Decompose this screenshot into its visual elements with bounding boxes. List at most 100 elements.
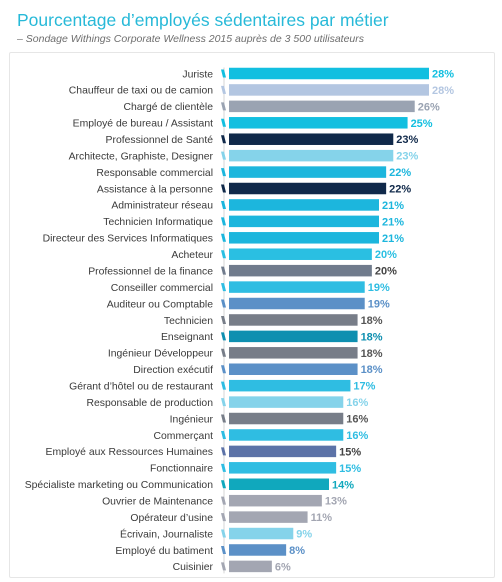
category-label: Ingénieur — [170, 414, 214, 425]
bar — [229, 429, 344, 441]
bar-marker — [221, 332, 226, 341]
category-label: Technicien Informatique — [103, 217, 213, 228]
category-label: Spécialiste marketing ou Communication — [25, 480, 213, 491]
category-label: Opérateur d’usine — [130, 513, 213, 524]
category-label: Professionnel de la finance — [88, 266, 213, 277]
category-label: Ingénieur Développeur — [108, 349, 214, 360]
category-label: Direction exécutif — [133, 365, 213, 376]
bar-marker — [221, 85, 226, 94]
bar — [229, 264, 372, 277]
bar-marker — [221, 513, 226, 522]
value-label: 11% — [311, 512, 333, 524]
value-label: 18% — [361, 364, 383, 376]
bar — [229, 297, 365, 310]
value-label: 20% — [375, 266, 397, 278]
bar-marker — [221, 299, 226, 308]
bar — [229, 544, 287, 556]
bar — [229, 133, 394, 145]
chart-subtitle: – Sondage Withings Corporate Wellness 20… — [17, 33, 365, 45]
value-label: 6% — [275, 561, 291, 573]
bar-marker — [221, 562, 226, 571]
bar — [229, 166, 387, 178]
bar-marker — [221, 414, 226, 423]
bar-marker — [221, 200, 226, 209]
bar — [229, 560, 272, 573]
category-label: Fonctionnaire — [150, 464, 213, 475]
value-label: 26% — [418, 101, 440, 113]
value-label: 22% — [389, 184, 411, 196]
bar — [229, 494, 322, 507]
category-label: Directeur des Services Informatiques — [43, 234, 213, 245]
value-label: 18% — [361, 331, 383, 343]
bar — [229, 462, 337, 474]
value-label: 15% — [339, 463, 361, 475]
category-label: Responsable commercial — [96, 168, 213, 179]
bar-marker — [221, 365, 226, 374]
bar-marker — [221, 398, 226, 407]
value-label: 16% — [346, 430, 368, 442]
value-label: 14% — [332, 479, 354, 491]
value-label: 17% — [353, 381, 375, 393]
value-label: 22% — [389, 167, 411, 179]
value-label: 9% — [296, 529, 312, 541]
bar-marker — [221, 315, 226, 324]
bar-marker — [221, 102, 226, 111]
value-label: 21% — [382, 216, 404, 228]
category-label: Conseiller commercial — [111, 283, 213, 294]
category-label: Administrateur réseau — [111, 201, 213, 212]
bar — [229, 347, 358, 359]
bar — [229, 478, 329, 490]
category-label: Assistance à la personne — [97, 184, 213, 195]
bar — [229, 67, 429, 80]
bar — [229, 84, 429, 96]
bar — [229, 527, 294, 540]
bar-marker — [221, 447, 226, 456]
bar-marker — [221, 496, 226, 505]
bar — [229, 117, 408, 129]
value-label: 28% — [432, 85, 454, 97]
category-label: Employé du batiment — [115, 546, 213, 557]
category-label: Gérant d’hôtel ou de restaurant — [69, 381, 213, 392]
category-label: Enseignant — [161, 332, 213, 343]
bar — [229, 281, 365, 293]
value-label: 25% — [411, 118, 433, 130]
category-label: Ouvrier de Maintenance — [102, 496, 213, 507]
bar-marker — [221, 430, 226, 439]
bar-marker — [221, 151, 226, 160]
bar-marker — [221, 266, 226, 275]
bar-marker — [221, 463, 226, 472]
value-label: 21% — [382, 233, 404, 245]
bar-marker — [221, 69, 226, 78]
bar — [229, 215, 379, 228]
bar — [229, 330, 358, 343]
bar-marker — [221, 184, 226, 193]
bar-marker — [221, 135, 226, 144]
category-label: Commerçant — [154, 431, 214, 442]
bar-marker — [221, 283, 226, 292]
category-label: Auditeur ou Comptable — [107, 299, 214, 310]
bar — [229, 100, 415, 113]
category-label: Architecte, Graphiste, Designer — [69, 151, 214, 162]
category-label: Chargé de clientèle — [123, 102, 213, 113]
bar — [229, 445, 337, 458]
bar-marker — [221, 381, 226, 390]
bar-marker — [221, 348, 226, 357]
category-label: Écrivain, Journaliste — [120, 527, 213, 540]
category-label: Cuisinier — [173, 562, 214, 573]
bar — [229, 511, 308, 523]
category-label: Acheteur — [171, 250, 213, 261]
bar — [229, 149, 394, 162]
bar — [229, 412, 344, 425]
bar-marker — [221, 250, 226, 259]
value-label: 8% — [289, 545, 305, 557]
bar — [229, 232, 379, 244]
bar — [229, 396, 344, 408]
bar-marker — [221, 545, 226, 554]
category-label: Responsable de production — [86, 398, 213, 409]
value-label: 23% — [396, 151, 418, 163]
value-label: 23% — [396, 134, 418, 146]
value-label: 19% — [368, 299, 390, 311]
category-label: Chauffeur de taxi ou de camion — [69, 86, 213, 97]
value-label: 20% — [375, 249, 397, 261]
